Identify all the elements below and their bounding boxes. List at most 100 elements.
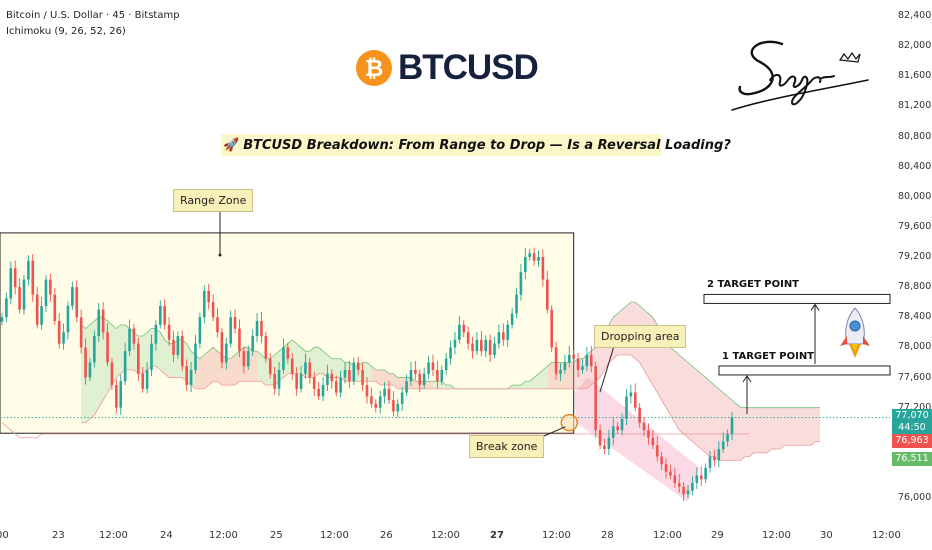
baseline-line: [1, 422, 750, 439]
candle-body: [308, 362, 312, 378]
candle-body: [484, 339, 488, 352]
cloud-segment: [388, 373, 394, 386]
candle-body: [189, 369, 193, 386]
candle-body: [343, 369, 347, 378]
x-tick-label: 29: [711, 530, 724, 541]
cloud-segment: [226, 358, 231, 386]
candle-body: [84, 347, 87, 378]
candle-body: [699, 475, 703, 480]
candle-body: [181, 336, 184, 367]
candle-body: [27, 260, 30, 280]
dropping-area-pointer: [599, 345, 615, 393]
candle-body: [493, 343, 496, 355]
dropping-area-label: Dropping area: [594, 325, 687, 348]
candle-body: [172, 339, 175, 355]
cloud-segment: [380, 369, 385, 386]
cloud-segment: [762, 407, 768, 453]
candle-body: [370, 396, 373, 404]
headline-banner: 🚀 BTCUSD Breakdown: From Range to Drop —…: [221, 134, 731, 156]
x-tick-label: 25: [270, 530, 283, 541]
candle-body: [35, 294, 39, 325]
candle-body: [488, 339, 492, 355]
cloud-segment: [811, 407, 816, 446]
cloud-segment: [437, 381, 442, 389]
target-2-arrow-head: [810, 303, 820, 311]
candle-body: [268, 358, 272, 374]
headline-text: BTCUSD Breakdown: From Range to Drop — I…: [243, 137, 731, 153]
cloud-segment: [784, 407, 790, 446]
cloud-segment: [534, 373, 539, 389]
cloud-segment: [736, 403, 741, 461]
target-1-box: [718, 365, 891, 376]
cloud-segment: [432, 381, 438, 389]
y-tick-label: 80,000: [898, 190, 932, 202]
current-price-badge: 77,070 44:50: [892, 409, 932, 435]
y-tick-label: 81,600: [898, 70, 932, 82]
cloud-segment: [793, 407, 798, 446]
candle-body: [532, 253, 536, 261]
candle-body: [5, 298, 8, 318]
candle-body: [128, 328, 131, 352]
candle-body: [185, 366, 188, 386]
cloud-segment: [569, 362, 574, 389]
candle-body: [581, 366, 584, 370]
y-tick-label: 78,400: [898, 311, 932, 323]
y-tick-label: 78,000: [898, 341, 932, 353]
candle-body: [62, 332, 65, 344]
candle-body: [691, 482, 694, 491]
candle-body: [317, 388, 320, 397]
cloud-segment: [661, 332, 667, 408]
x-tick-label: 28: [601, 530, 614, 541]
candle-body: [286, 347, 290, 359]
candle-body: [251, 336, 254, 352]
y-tick-label: 77,200: [898, 401, 932, 413]
cloud-segment: [688, 362, 693, 442]
x-tick-label: 00: [0, 530, 9, 541]
cloud-segment: [336, 358, 341, 378]
y-tick-label: 82,400: [898, 10, 932, 21]
candle-body: [449, 347, 452, 359]
candle-body: [528, 253, 532, 257]
candle-body: [290, 358, 294, 374]
candle-body: [207, 290, 210, 303]
x-tick-label: 12:00: [542, 530, 571, 541]
candle-body: [589, 354, 593, 367]
candle-body: [383, 388, 386, 397]
cloud-segment: [749, 407, 754, 457]
candle-body: [506, 324, 510, 340]
cloud-segment: [538, 369, 543, 389]
y-tick-label: 76,000: [898, 492, 932, 503]
candle-body: [704, 467, 707, 480]
x-tick-label: 30: [820, 530, 833, 541]
candle-body: [295, 373, 298, 389]
candle-body: [352, 362, 356, 382]
candle-body: [163, 305, 167, 325]
candle-body: [40, 305, 43, 325]
target-2-label: 2 TARGET POINT: [707, 279, 800, 291]
cloud-segment: [199, 354, 205, 389]
candle-body: [611, 426, 615, 438]
cloud-segment: [296, 343, 302, 374]
cloud-segment: [397, 377, 403, 389]
y-tick-label: 79,600: [898, 220, 932, 232]
cloud-span-a-line: [80, 301, 820, 409]
cloud-segment: [257, 351, 262, 382]
candle-body: [75, 287, 79, 318]
range-zone-label: Range Zone: [173, 189, 254, 212]
candle-body: [9, 268, 13, 299]
cloud-segment: [160, 332, 165, 374]
cloud-segment: [520, 381, 526, 389]
cloud-segment: [327, 354, 332, 378]
candle-body: [378, 396, 382, 408]
candle-body: [409, 369, 413, 382]
candle-body: [22, 279, 26, 310]
candle-body: [44, 279, 48, 306]
candle-body: [664, 464, 668, 472]
cloud-segment: [142, 332, 148, 374]
candle-body: [554, 347, 558, 374]
candle-body: [726, 433, 729, 442]
x-tick-label: 27: [490, 530, 504, 541]
x-tick-label: 12:00: [762, 530, 791, 541]
candle-body: [638, 407, 641, 423]
